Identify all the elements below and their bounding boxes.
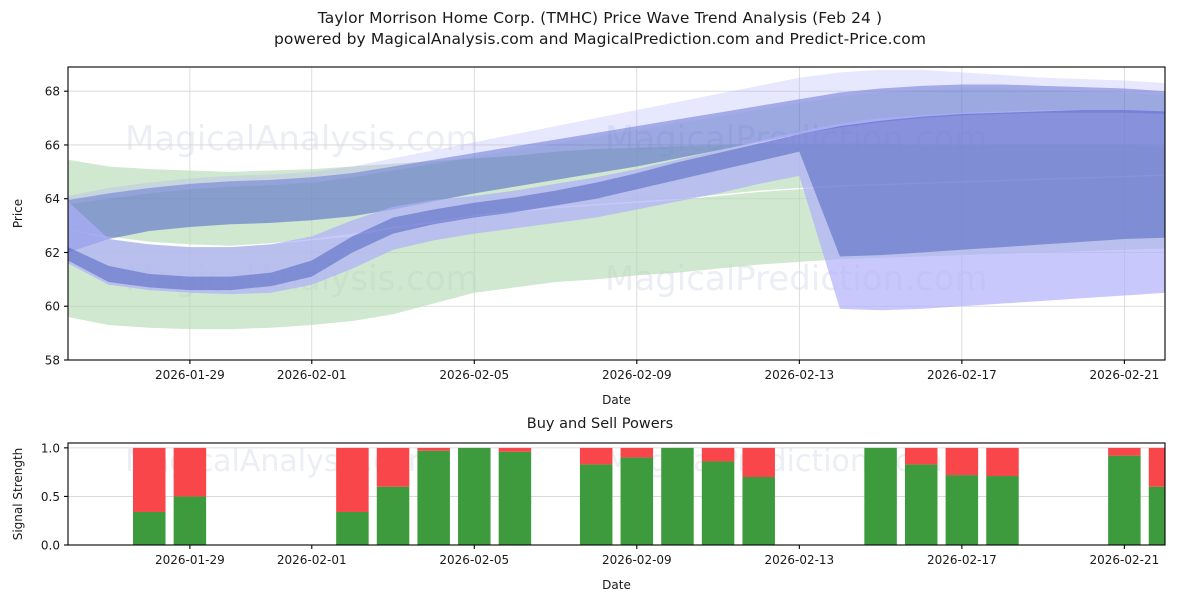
- svg-text:MagicalAnalysis.com: MagicalAnalysis.com: [125, 119, 479, 159]
- svg-text:2026-02-09: 2026-02-09: [602, 553, 672, 567]
- svg-text:2026-01-29: 2026-01-29: [155, 368, 225, 382]
- svg-text:2026-02-17: 2026-02-17: [927, 368, 997, 382]
- svg-text:68: 68: [45, 85, 60, 99]
- svg-text:62: 62: [45, 246, 60, 260]
- svg-text:2026-02-17: 2026-02-17: [927, 553, 997, 567]
- svg-text:2026-02-01: 2026-02-01: [277, 368, 347, 382]
- page-subtitle: powered by MagicalAnalysis.com and Magic…: [273, 30, 927, 48]
- signal-chart-title: Buy and Sell Powers: [526, 416, 674, 432]
- svg-text:2026-02-21: 2026-02-21: [1089, 368, 1159, 382]
- svg-text:1.0: 1.0: [41, 441, 60, 455]
- svg-text:60: 60: [45, 300, 60, 314]
- svg-text:2026-02-05: 2026-02-05: [439, 368, 509, 382]
- svg-text:2026-02-21: 2026-02-21: [1089, 553, 1159, 567]
- svg-text:2026-02-05: 2026-02-05: [439, 553, 509, 567]
- svg-text:2026-02-01: 2026-02-01: [277, 553, 347, 567]
- chart-title-block: Taylor Morrison Home Corp. (TMHC) Price …: [0, 8, 1200, 50]
- page-title: Taylor Morrison Home Corp. (TMHC) Price …: [317, 9, 883, 27]
- svg-text:58: 58: [45, 354, 60, 368]
- svg-text:Date: Date: [602, 393, 631, 407]
- svg-text:Price: Price: [11, 199, 25, 228]
- svg-text:Signal Strength: Signal Strength: [11, 448, 25, 541]
- svg-text:2026-02-09: 2026-02-09: [602, 368, 672, 382]
- svg-text:2026-02-13: 2026-02-13: [764, 553, 834, 567]
- svg-text:2026-01-29: 2026-01-29: [155, 553, 225, 567]
- svg-text:0.0: 0.0: [41, 539, 60, 553]
- svg-text:0.5: 0.5: [41, 490, 60, 504]
- svg-text:2026-02-13: 2026-02-13: [764, 368, 834, 382]
- svg-text:66: 66: [45, 138, 60, 152]
- svg-text:Date: Date: [602, 578, 631, 592]
- svg-text:64: 64: [45, 192, 60, 206]
- buy-sell-powers-chart: MagicalAnalysis.comMagicalPrediction.com…: [11, 441, 1166, 592]
- price-wave-chart: MagicalAnalysis.comMagicalPrediction.com…: [11, 66, 1166, 407]
